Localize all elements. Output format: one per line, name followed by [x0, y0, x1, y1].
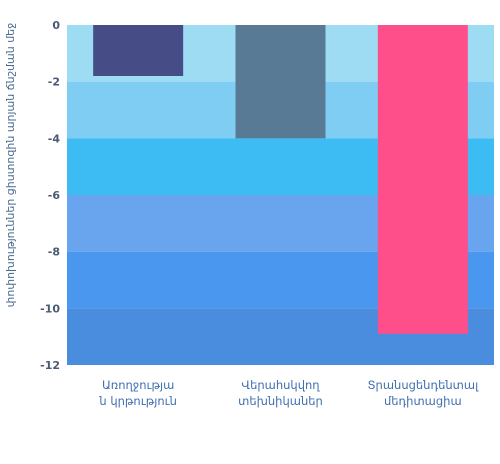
x-tick-label-2: Տրանսցենդենտալ մեդիտացիա — [367, 378, 479, 408]
y-tick-label-3: -6 — [48, 189, 61, 202]
y-tick-label-4: -8 — [48, 246, 60, 259]
y-tick-label-5: -10 — [40, 302, 60, 315]
bar-2 — [377, 25, 468, 334]
x-axis-ticks: Առողջությա ն կրթություն Վերահսկվող տեխնիկան… — [98, 378, 479, 408]
y-axis-ticks: 0 -2 -4 -6 -8 -10 -12 — [40, 19, 60, 372]
y-tick-label-6: -12 — [40, 359, 60, 372]
x-tick-label-1: Վերահսկվող տեխնիկաներ — [238, 378, 323, 408]
y-tick-label-0: 0 — [52, 19, 60, 32]
y-axis-title: փոփոխություններ ցիստոզին արյան ճնշման մե… — [4, 23, 17, 308]
bars — [93, 25, 468, 334]
bar-0 — [93, 25, 184, 76]
y-tick-label-2: -4 — [48, 132, 61, 145]
bar-1 — [235, 25, 326, 139]
y-tick-label-1: -2 — [48, 76, 60, 89]
x-tick-label-0: Առողջությա ն կրթություն — [98, 378, 177, 408]
